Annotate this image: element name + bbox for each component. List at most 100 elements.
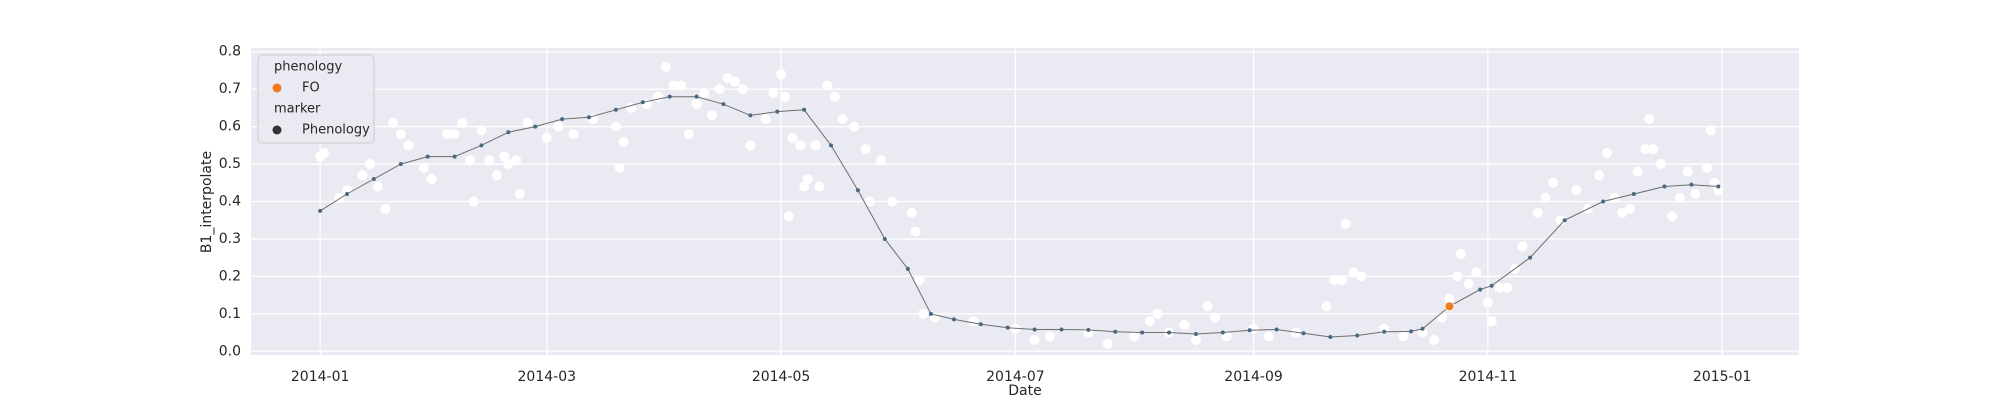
data-point — [468, 196, 479, 207]
line-marker — [1382, 329, 1387, 334]
data-point — [464, 155, 475, 166]
data-point — [1701, 162, 1712, 173]
data-point — [1648, 144, 1659, 155]
data-point — [864, 196, 875, 207]
line-marker — [667, 94, 672, 99]
data-point — [568, 129, 579, 140]
line-marker — [345, 192, 350, 197]
x-tick-label: 2015-01 — [1693, 369, 1752, 385]
data-point — [503, 159, 514, 170]
line-marker — [1113, 329, 1118, 334]
line-marker — [1355, 333, 1360, 338]
data-point — [737, 84, 748, 95]
data-point — [760, 114, 771, 125]
legend-label: Phenology — [302, 123, 370, 138]
data-point — [1129, 331, 1140, 342]
data-point — [795, 140, 806, 151]
data-point — [1444, 293, 1455, 304]
legend-marker — [272, 83, 282, 93]
data-point — [511, 155, 522, 166]
data-point — [1429, 335, 1440, 346]
line-marker — [1274, 327, 1279, 332]
y-tick-label: 0.2 — [219, 268, 241, 284]
line-marker — [1562, 218, 1567, 223]
data-point — [729, 76, 740, 87]
data-point — [1486, 316, 1497, 327]
data-point — [1624, 203, 1635, 214]
data-point — [968, 316, 979, 327]
y-tick-label: 0.4 — [219, 194, 241, 210]
data-point — [799, 181, 810, 192]
data-point — [1263, 331, 1274, 342]
line-marker — [1005, 325, 1010, 330]
data-point — [1356, 271, 1367, 282]
data-point — [1705, 125, 1716, 136]
legend-title: marker — [274, 102, 321, 117]
line-marker — [1193, 332, 1198, 337]
line-marker — [587, 115, 592, 120]
x-tick-label: 2014-03 — [518, 369, 577, 385]
y-tick-label: 0.0 — [219, 343, 241, 359]
line-marker — [882, 236, 887, 241]
data-point — [403, 140, 414, 151]
data-point — [372, 181, 383, 192]
line-marker — [425, 154, 430, 159]
legend: phenology FO marker Phenology — [257, 54, 375, 144]
data-point — [1336, 275, 1347, 286]
data-point — [1674, 192, 1685, 203]
data-point — [810, 140, 821, 151]
data-point — [499, 151, 510, 162]
legend-label: FO — [302, 81, 320, 96]
data-point — [1455, 248, 1466, 259]
data-point — [745, 140, 756, 151]
data-point — [1494, 282, 1505, 293]
data-point — [802, 174, 813, 185]
data-point — [776, 69, 787, 80]
line-marker — [928, 311, 933, 316]
line-marker — [1689, 182, 1694, 187]
line-marker — [1601, 199, 1606, 204]
data-point — [660, 61, 671, 72]
data-point — [822, 80, 833, 91]
line-marker — [1328, 335, 1333, 340]
data-point — [1210, 312, 1221, 323]
data-point — [1179, 320, 1190, 331]
data-point — [449, 129, 460, 140]
data-point — [388, 117, 399, 128]
data-point — [1609, 192, 1620, 203]
line-marker — [398, 162, 403, 167]
line-marker — [318, 208, 323, 213]
y-axis-label: B1_interpolate — [199, 151, 215, 253]
data-point — [699, 87, 710, 98]
x-axis-label: Date — [1008, 383, 1041, 399]
data-point — [706, 110, 717, 121]
y-tick-label: 0.6 — [219, 119, 241, 135]
data-point — [1436, 312, 1447, 323]
data-point — [914, 275, 925, 286]
data-point — [380, 203, 391, 214]
line-marker — [978, 322, 983, 327]
data-point — [1632, 166, 1643, 177]
data-point — [553, 121, 564, 132]
line-marker — [613, 107, 618, 112]
data-point — [626, 102, 637, 113]
line-marker — [533, 124, 538, 129]
data-point — [714, 84, 725, 95]
data-point — [1102, 338, 1113, 349]
data-point — [1548, 177, 1559, 188]
legend-marker — [272, 125, 282, 135]
x-tick-label: 2014-11 — [1459, 369, 1518, 385]
line-marker — [694, 94, 699, 99]
y-tick-label: 0.7 — [219, 81, 241, 97]
data-point — [395, 129, 406, 140]
line-marker — [1478, 287, 1483, 292]
legend-box — [257, 54, 375, 144]
data-point — [860, 144, 871, 155]
line-marker — [1489, 283, 1494, 288]
data-point — [1601, 147, 1612, 158]
data-point — [1144, 316, 1155, 327]
data-point — [1463, 278, 1474, 289]
data-point — [1540, 192, 1551, 203]
line-marker — [1716, 184, 1721, 189]
